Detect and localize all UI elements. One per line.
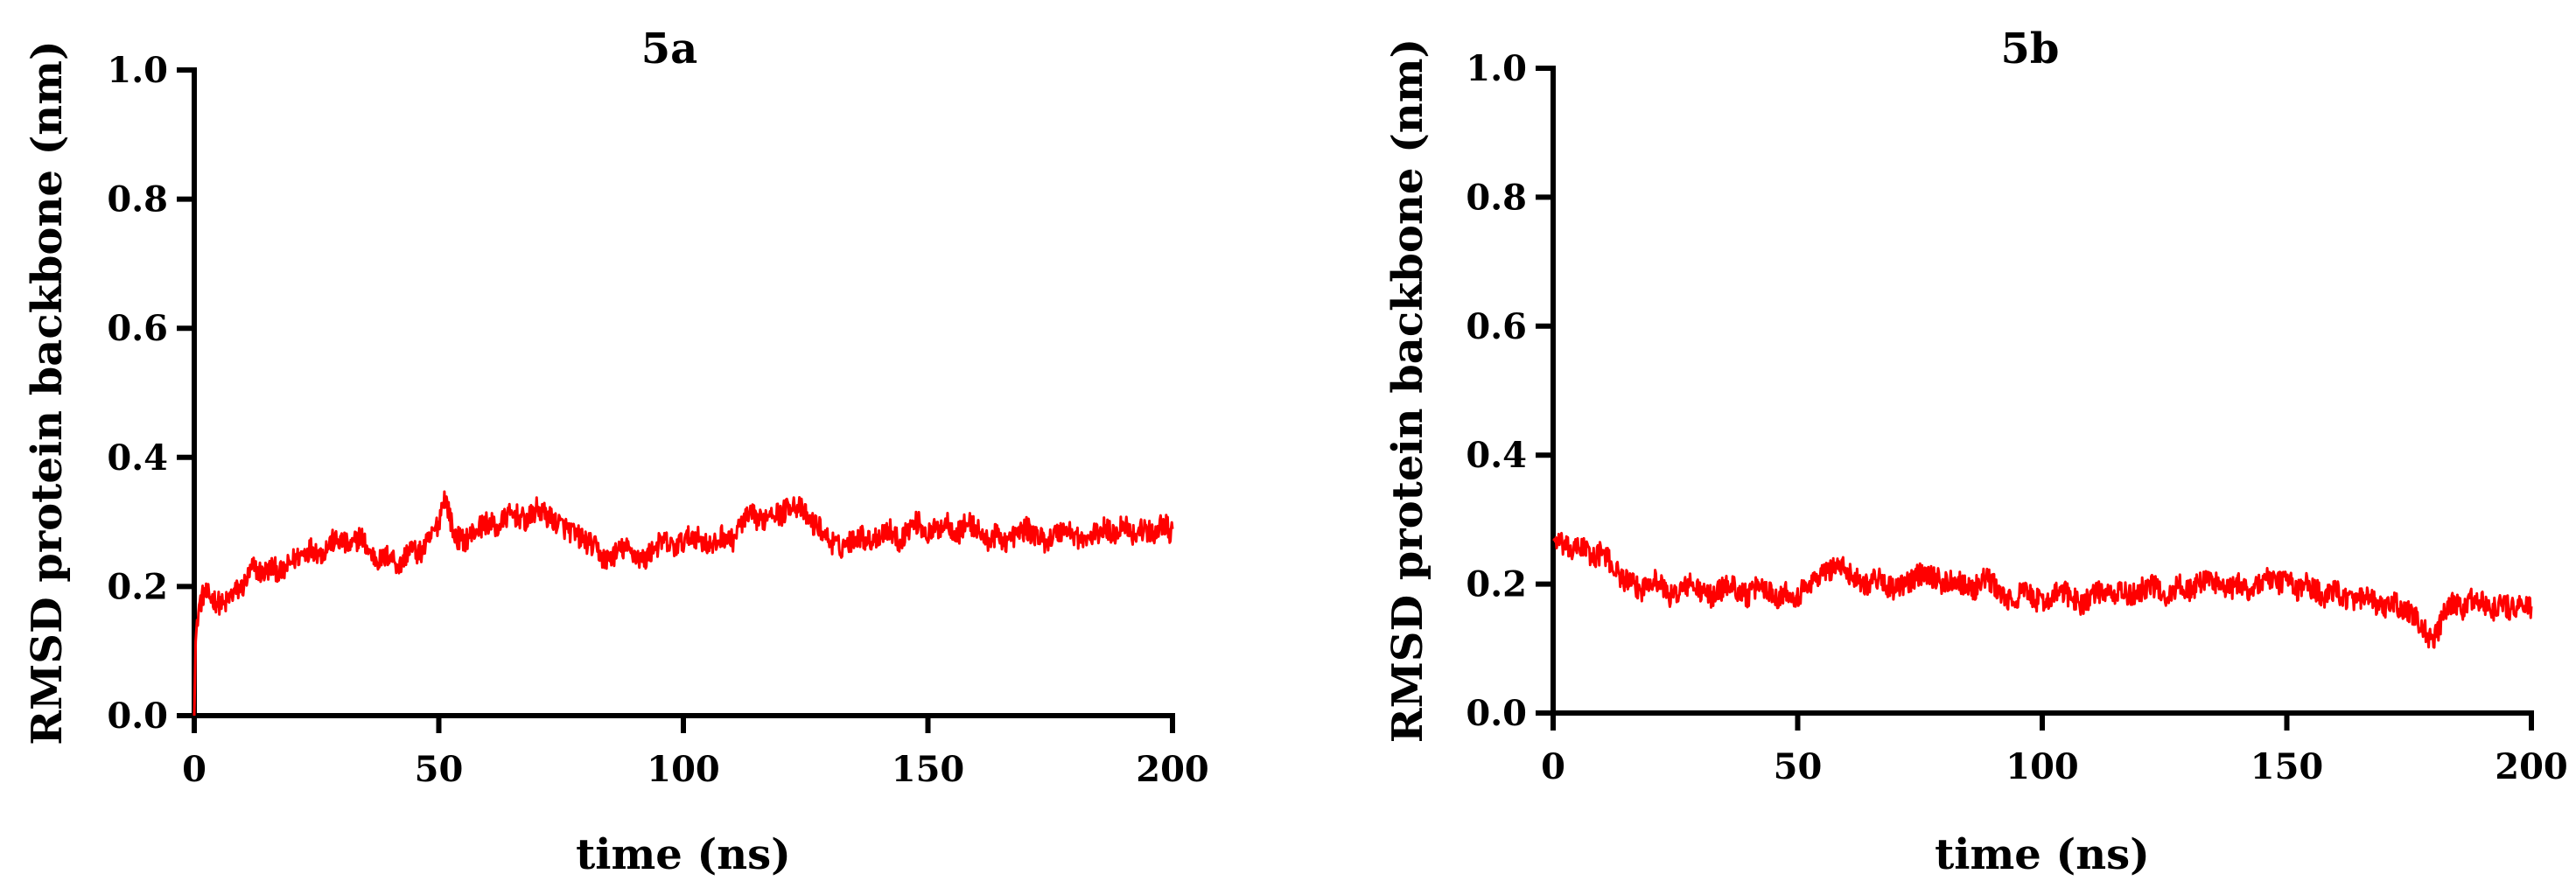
x-tick-label: 0 [182,749,206,790]
y-tick-label: 0.2 [107,566,168,607]
x-tick-label: 200 [1136,749,1209,790]
y-tick-label: 0.4 [1466,435,1527,476]
y-tick-label: 0.2 [1466,564,1527,605]
x-axis-title: time (ns) [576,830,791,879]
chart-title: 5a [641,24,698,73]
y-tick-label: 0.6 [107,308,168,349]
y-axis-title: RMSD protein backbone (nm) [1383,38,1432,743]
y-tick-label: 0.8 [107,179,168,220]
chart-panel-5b: 5b 0.0 0.2 0.4 0.6 0.8 1.0 0 50 100 150 200 time (ns… [1383,24,2568,879]
y-tick-label: 0.6 [1466,306,1527,347]
y-tick-label: 1.0 [107,50,168,91]
x-tick-label: 150 [2250,746,2324,787]
x-tick-label: 0 [1541,746,1565,787]
x-axis-title: time (ns) [1935,830,2150,879]
series-line [192,490,1174,717]
x-tick-label: 200 [2495,746,2568,787]
x-tick-label: 150 [892,749,965,790]
x-tick-label: 100 [647,749,720,790]
y-tick-label: 1.0 [1466,48,1527,89]
y-tick-label: 0.4 [107,437,168,479]
y-tick-label: 0.0 [1466,693,1527,734]
x-tick-label: 50 [415,749,464,790]
x-tick-label: 50 [1774,746,1823,787]
y-tick-label: 0.0 [107,696,168,737]
y-tick-label: 0.8 [1466,177,1527,218]
y-axis-title: RMSD protein backbone (nm) [23,40,72,745]
chart-title: 5b [2001,24,2060,73]
x-tick-label: 100 [2006,746,2079,787]
series-line [1552,531,2533,649]
chart-panel-5a: 5a 0.0 0.2 0.4 0.6 0.8 1.0 0 50 100 150 200 time (ns… [23,24,1209,879]
